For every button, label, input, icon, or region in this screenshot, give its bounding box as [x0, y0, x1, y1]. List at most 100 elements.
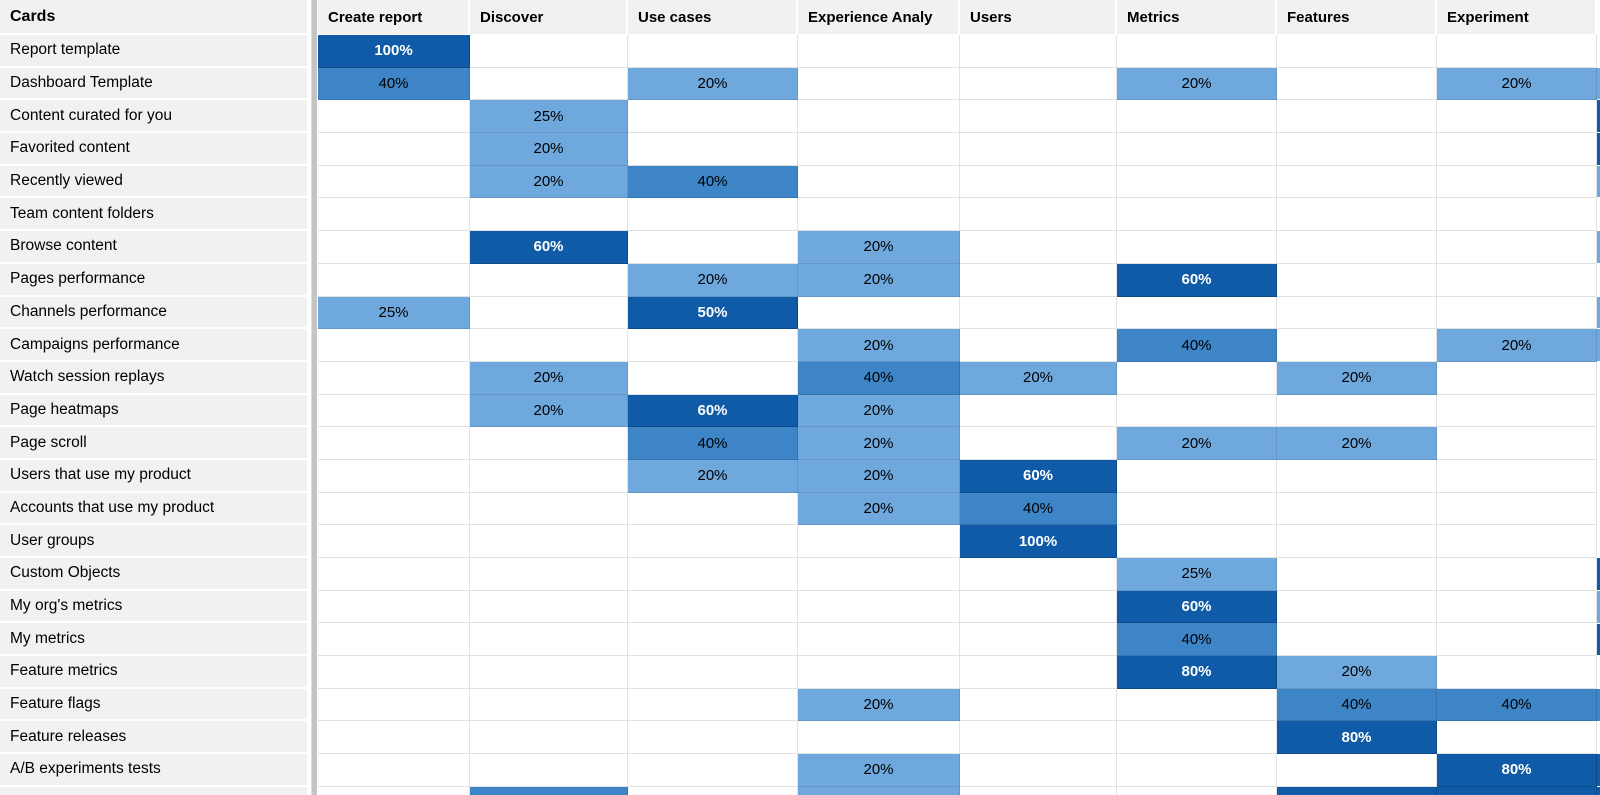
- grid-cell[interactable]: [318, 623, 470, 657]
- grid-cell[interactable]: [628, 361, 798, 395]
- grid-cell[interactable]: [470, 754, 628, 787]
- grid-cell[interactable]: [318, 492, 470, 526]
- grid-cell[interactable]: [960, 133, 1117, 166]
- grid-cell[interactable]: [628, 590, 798, 624]
- grid-cell[interactable]: [470, 67, 628, 101]
- row-label[interactable]: Team content folders: [0, 198, 307, 232]
- grid-cell[interactable]: [1437, 721, 1597, 755]
- grid-cell[interactable]: 40%: [960, 492, 1117, 526]
- grid-cell[interactable]: [1117, 296, 1277, 330]
- grid-cell[interactable]: [470, 590, 628, 624]
- grid-cell[interactable]: [960, 296, 1117, 330]
- grid-cell[interactable]: [1277, 459, 1437, 493]
- grid-cell[interactable]: [798, 165, 960, 199]
- grid-cell[interactable]: 40%: [798, 361, 960, 395]
- grid-cell[interactable]: 20%: [1117, 67, 1277, 101]
- grid-cell[interactable]: [1277, 100, 1437, 134]
- grid-cell[interactable]: [798, 656, 960, 689]
- grid-cell[interactable]: 20%: [798, 263, 960, 297]
- column-header-features[interactable]: Features: [1277, 0, 1437, 35]
- row-label[interactable]: Feature releases: [0, 721, 307, 755]
- grid-cell[interactable]: 80%: [1437, 754, 1597, 787]
- grid-cell[interactable]: [1437, 165, 1597, 199]
- grid-cell[interactable]: [318, 688, 470, 722]
- grid-cell[interactable]: [1117, 361, 1277, 395]
- grid-cell[interactable]: [470, 35, 628, 68]
- grid-cell[interactable]: [318, 459, 470, 493]
- grid-cell[interactable]: [960, 688, 1117, 722]
- grid-cell[interactable]: [628, 688, 798, 722]
- grid-cell[interactable]: 25%: [1117, 558, 1277, 591]
- grid-cell[interactable]: [1277, 198, 1437, 232]
- grid-cell[interactable]: [318, 427, 470, 460]
- grid-cell[interactable]: [318, 165, 470, 199]
- grid-cell[interactable]: [1437, 133, 1597, 166]
- grid-cell[interactable]: [628, 100, 798, 134]
- grid-cell[interactable]: 40%: [628, 427, 798, 460]
- grid-cell[interactable]: 20%: [470, 165, 628, 199]
- row-label[interactable]: Recently viewed: [0, 165, 307, 199]
- grid-cell[interactable]: [318, 721, 470, 755]
- row-label[interactable]: Accounts that use my product: [0, 492, 307, 526]
- grid-cell[interactable]: [1437, 525, 1597, 558]
- grid-cell-clipped[interactable]: [960, 786, 1117, 795]
- grid-cell[interactable]: [318, 133, 470, 166]
- grid-cell[interactable]: [470, 459, 628, 493]
- grid-cell[interactable]: [318, 100, 470, 134]
- grid-cell[interactable]: 100%: [960, 525, 1117, 558]
- grid-cell-clipped[interactable]: [318, 786, 470, 795]
- column-header-metrics[interactable]: Metrics: [1117, 0, 1277, 35]
- row-label[interactable]: Browse content: [0, 231, 307, 264]
- grid-cell[interactable]: [470, 623, 628, 657]
- grid-cell[interactable]: 20%: [1117, 427, 1277, 460]
- grid-cell[interactable]: [1437, 590, 1597, 624]
- grid-cell[interactable]: [1437, 231, 1597, 264]
- grid-cell[interactable]: [960, 165, 1117, 199]
- grid-cell-clipped[interactable]: [628, 786, 798, 795]
- grid-cell[interactable]: [318, 525, 470, 558]
- column-header-users[interactable]: Users: [960, 0, 1117, 35]
- row-label[interactable]: Watch session replays: [0, 361, 307, 395]
- grid-cell[interactable]: 20%: [798, 688, 960, 722]
- grid-cell[interactable]: 20%: [798, 394, 960, 428]
- grid-cell[interactable]: [628, 623, 798, 657]
- grid-cell[interactable]: [1277, 263, 1437, 297]
- grid-cell[interactable]: [1117, 231, 1277, 264]
- grid-cell[interactable]: [470, 721, 628, 755]
- grid-cell[interactable]: [1277, 754, 1437, 787]
- grid-cell[interactable]: 40%: [1117, 623, 1277, 657]
- grid-cell[interactable]: [470, 558, 628, 591]
- grid-cell[interactable]: [628, 492, 798, 526]
- grid-cell[interactable]: 25%: [470, 100, 628, 134]
- row-label[interactable]: My org's metrics: [0, 590, 307, 624]
- row-label[interactable]: Pages performance: [0, 263, 307, 297]
- grid-cell[interactable]: [318, 231, 470, 264]
- grid-cell[interactable]: [1437, 263, 1597, 297]
- column-header-discover[interactable]: Discover: [470, 0, 628, 35]
- grid-cell[interactable]: 60%: [470, 231, 628, 264]
- grid-cell[interactable]: [470, 492, 628, 526]
- grid-cell[interactable]: [628, 231, 798, 264]
- grid-cell[interactable]: 20%: [1437, 329, 1597, 362]
- grid-cell[interactable]: [628, 198, 798, 232]
- row-label[interactable]: Custom Objects: [0, 558, 307, 591]
- row-label[interactable]: User groups: [0, 525, 307, 558]
- grid-cell-clipped[interactable]: [470, 786, 628, 795]
- grid-cell[interactable]: 50%: [628, 296, 798, 330]
- grid-cell[interactable]: [1437, 558, 1597, 591]
- grid-cell[interactable]: [798, 558, 960, 591]
- grid-cell-clipped[interactable]: [798, 786, 960, 795]
- corner-header[interactable]: Cards: [0, 0, 307, 35]
- row-label[interactable]: My metrics: [0, 623, 307, 657]
- grid-cell[interactable]: [798, 100, 960, 134]
- grid-cell[interactable]: [1117, 688, 1277, 722]
- column-header-experience-analy[interactable]: Experience Analy: [798, 0, 960, 35]
- grid-cell[interactable]: [628, 558, 798, 591]
- grid-cell[interactable]: 20%: [798, 459, 960, 493]
- grid-cell[interactable]: [318, 394, 470, 428]
- grid-cell[interactable]: [628, 656, 798, 689]
- grid-cell[interactable]: 20%: [798, 231, 960, 264]
- grid-cell[interactable]: 20%: [628, 67, 798, 101]
- grid-cell[interactable]: [1117, 133, 1277, 166]
- grid-cell[interactable]: [798, 721, 960, 755]
